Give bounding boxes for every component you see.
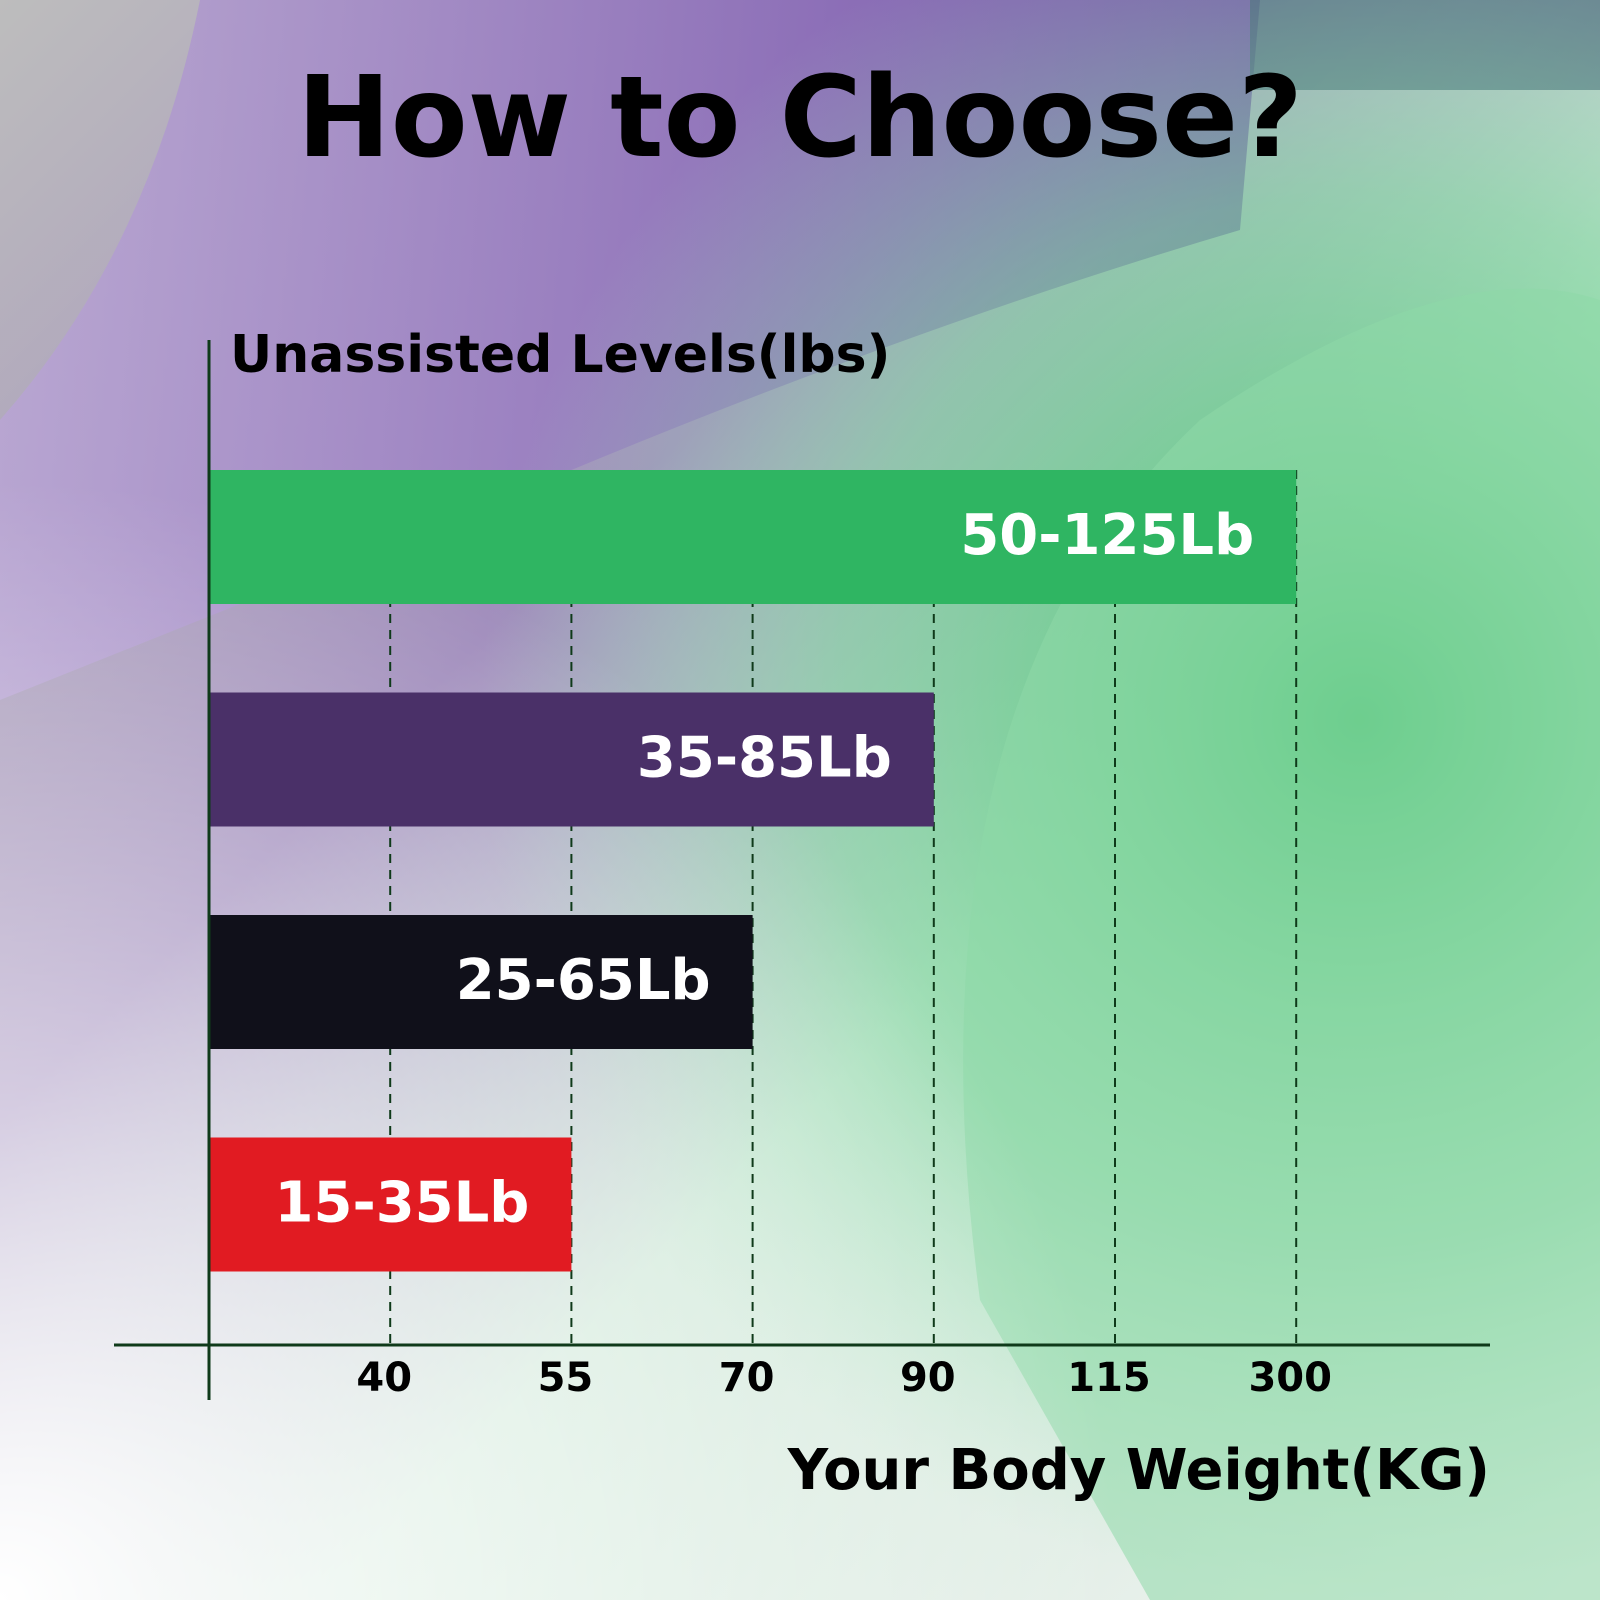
bar (209, 915, 753, 1049)
y-axis-label: Unassisted Levels(lbs) (230, 325, 890, 385)
x-tick-label: 90 (900, 1355, 956, 1401)
x-tick-label: 70 (719, 1355, 775, 1401)
x-tick-label: 55 (538, 1355, 594, 1401)
bar-label: 15-35Lb (275, 1171, 530, 1236)
bar-label: 35-85Lb (637, 726, 892, 791)
bars: 50-125Lb 35-85Lb 25-65Lb 15-35Lb (209, 470, 1297, 1272)
grid (389, 470, 1298, 1345)
x-tick-label: 115 (1067, 1355, 1151, 1401)
x-tick-label: 300 (1248, 1355, 1332, 1401)
bar (209, 692, 934, 827)
bar-label: 50-125Lb (960, 503, 1254, 568)
ticks: 40 55 70 90 115 300 (356, 1355, 1332, 1401)
bar (209, 470, 1297, 604)
bar-label: 25-65Lb (456, 948, 711, 1013)
bar (209, 1137, 572, 1272)
x-axis-label: Your Body Weight(KG) (787, 1438, 1490, 1503)
chart-title: How to Choose? (297, 53, 1303, 183)
x-tick-label: 40 (356, 1355, 412, 1401)
